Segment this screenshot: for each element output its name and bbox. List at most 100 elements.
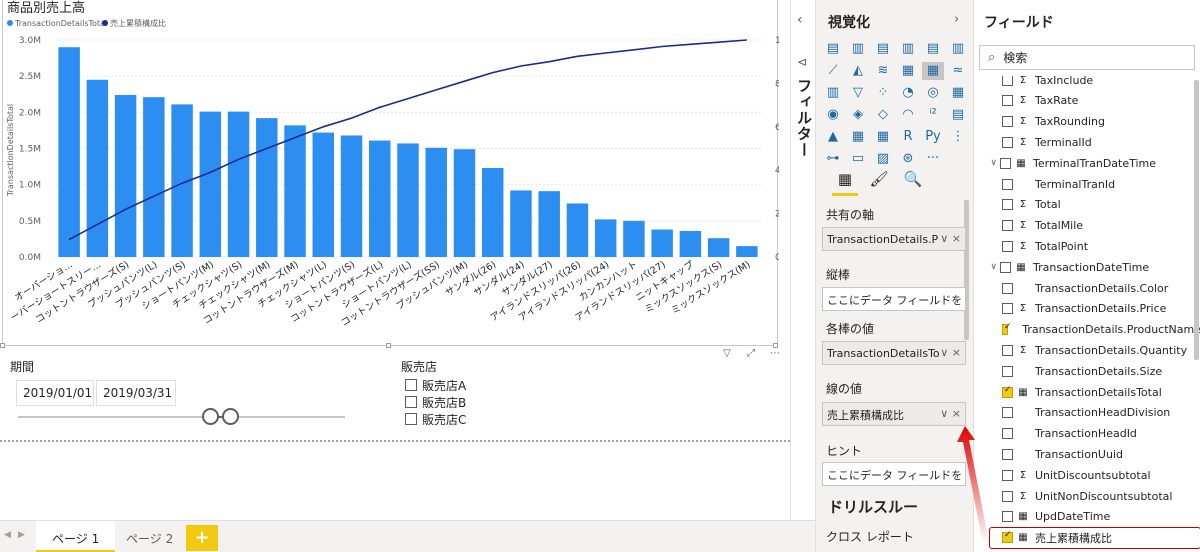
expand-chevron-icon[interactable]: ∨ bbox=[990, 262, 997, 273]
field-checkbox[interactable] bbox=[1000, 261, 1011, 273]
field-checkbox[interactable] bbox=[1002, 448, 1013, 460]
date-slider-track[interactable] bbox=[18, 416, 345, 418]
field-row[interactable]: Σ TotalPoint bbox=[974, 236, 1200, 256]
store-option[interactable]: 販売店A bbox=[405, 377, 466, 393]
next-page-arrow-icon[interactable]: ▶ bbox=[18, 530, 25, 540]
field-row[interactable]: TransactionHeadDivision bbox=[974, 403, 1200, 423]
gauge-icon[interactable]: ◠ bbox=[902, 107, 914, 122]
expand-chevron-icon[interactable]: ∨ bbox=[990, 158, 997, 169]
field-checkbox[interactable] bbox=[1002, 469, 1013, 481]
field-row[interactable]: ∨ ▦ TransactionDateTime bbox=[974, 257, 1200, 277]
field-row[interactable]: TransactionDetails.ProductName bbox=[974, 320, 1200, 340]
line-column-icon[interactable]: ▦ bbox=[901, 63, 915, 78]
area-icon[interactable]: ◭ bbox=[853, 63, 863, 78]
100-column-icon[interactable]: ▥ bbox=[951, 41, 965, 56]
field-checkbox[interactable] bbox=[1002, 530, 1013, 544]
scatter-icon[interactable]: ⁘ bbox=[877, 85, 889, 100]
field-checkbox[interactable] bbox=[1002, 282, 1013, 294]
pie-icon[interactable]: ◔ bbox=[902, 85, 914, 100]
well-shared-axis[interactable]: TransactionDetails.ProductName ∨ × bbox=[822, 227, 966, 251]
tab-page-1[interactable]: ページ 1 bbox=[36, 521, 116, 552]
stacked-bar-icon[interactable]: ▤ bbox=[826, 41, 840, 56]
resize-handle[interactable] bbox=[773, 343, 778, 348]
100-bar-icon[interactable]: ▤ bbox=[926, 41, 940, 56]
field-checkbox[interactable] bbox=[1002, 428, 1013, 440]
field-row[interactable]: Σ TotalMile bbox=[974, 216, 1200, 236]
close-icon[interactable]: × bbox=[951, 407, 961, 420]
well-line-values[interactable]: 売上累積構成比 ∨ × bbox=[822, 402, 966, 426]
qa-icon[interactable]: ▭ bbox=[851, 151, 865, 166]
field-checkbox[interactable] bbox=[1002, 303, 1013, 315]
close-icon[interactable]: × bbox=[951, 232, 961, 245]
close-icon[interactable]: × bbox=[951, 346, 961, 359]
field-row[interactable]: Σ Total bbox=[974, 195, 1200, 215]
store-option[interactable]: 販売店B bbox=[405, 394, 466, 410]
multirow-card-icon[interactable]: ▤ bbox=[951, 107, 965, 122]
field-row[interactable]: Σ UnitNonDiscountsubtotal bbox=[974, 486, 1200, 506]
field-row[interactable]: TransactionHeadId bbox=[974, 424, 1200, 444]
field-row[interactable]: Σ TaxRounding bbox=[974, 112, 1200, 132]
card-icon[interactable]: ⁱ² bbox=[929, 107, 937, 122]
field-row[interactable]: ∨ ▦ TerminalTranDateTime bbox=[974, 153, 1200, 173]
end-date-input[interactable]: 2019/03/31 bbox=[96, 380, 176, 406]
decomposition-tree-icon[interactable]: ⊶ bbox=[826, 151, 840, 166]
smart-narrative-icon[interactable]: ▨ bbox=[876, 151, 890, 166]
field-checkbox[interactable] bbox=[1002, 199, 1013, 211]
field-checkbox[interactable] bbox=[1002, 76, 1013, 86]
fields-search-input[interactable]: ⌕ 検索 bbox=[979, 45, 1195, 70]
add-page-button[interactable]: + bbox=[186, 525, 218, 551]
field-row[interactable]: TransactionUuid bbox=[974, 444, 1200, 464]
resize-handle[interactable] bbox=[386, 343, 391, 348]
well-controls[interactable]: ∨ × bbox=[940, 407, 961, 420]
more-icon[interactable]: ··· bbox=[926, 151, 940, 166]
prev-page-arrow-icon[interactable]: ◀ bbox=[4, 530, 11, 540]
field-row[interactable]: Σ TransactionDetails.Price bbox=[974, 299, 1200, 319]
field-row[interactable]: Σ TransactionDetails.Quantity bbox=[974, 340, 1200, 360]
field-checkbox[interactable] bbox=[1002, 220, 1013, 232]
donut-icon[interactable]: ◎ bbox=[927, 85, 939, 100]
tab-page-2[interactable]: ページ 2 bbox=[126, 532, 174, 546]
checkbox[interactable] bbox=[405, 396, 417, 408]
chevron-left-icon[interactable]: ‹ bbox=[797, 12, 803, 28]
start-slider-knob[interactable] bbox=[202, 408, 219, 425]
checkbox[interactable] bbox=[405, 413, 417, 425]
field-row[interactable]: TerminalTranId bbox=[974, 174, 1200, 194]
filter-pane-label[interactable]: フィルター bbox=[795, 78, 813, 158]
end-slider-knob[interactable] bbox=[222, 408, 239, 425]
field-row[interactable]: Σ TerminalId bbox=[974, 132, 1200, 152]
store-option[interactable]: 販売店C bbox=[405, 411, 466, 427]
line-icon[interactable]: ⟋ bbox=[828, 63, 838, 78]
line-clustered-column-icon[interactable]: ▦ bbox=[922, 62, 944, 80]
field-checkbox[interactable] bbox=[1002, 136, 1013, 148]
table-icon[interactable]: ▦ bbox=[851, 129, 865, 144]
format-tab-icon[interactable]: 🖌 bbox=[869, 170, 889, 188]
field-checkbox[interactable] bbox=[1002, 116, 1013, 128]
field-checkbox[interactable] bbox=[1002, 322, 1012, 336]
field-checkbox[interactable] bbox=[1002, 511, 1013, 523]
field-checkbox[interactable] bbox=[1002, 490, 1013, 502]
field-checkbox[interactable] bbox=[1000, 157, 1011, 169]
field-row[interactable]: ▦ TransactionDetailsTotal bbox=[974, 382, 1200, 402]
shape-map-icon[interactable]: ◇ bbox=[878, 107, 888, 122]
filter-icon[interactable]: ▽ bbox=[723, 348, 731, 359]
scrollbar[interactable] bbox=[1194, 80, 1199, 360]
kpi-icon[interactable]: ▲ bbox=[828, 129, 838, 144]
well-column-values[interactable]: TransactionDetailsTotal ∨ × bbox=[822, 341, 966, 365]
python-visual-icon[interactable]: Py bbox=[925, 129, 941, 144]
fields-tab-icon[interactable]: ▦ bbox=[832, 170, 858, 196]
r-visual-icon[interactable]: R bbox=[903, 129, 913, 144]
start-date-input[interactable]: 2019/01/01 bbox=[16, 380, 94, 406]
field-row[interactable]: ▦ 売上累積構成比 bbox=[974, 528, 1200, 548]
chevron-down-icon[interactable]: ∨ bbox=[940, 346, 949, 359]
well-controls[interactable]: ∨ × bbox=[940, 232, 961, 245]
ribbon-icon[interactable]: ≈ bbox=[952, 63, 964, 78]
well-column-series[interactable]: ここにデータ フィールドを追加します bbox=[822, 287, 966, 311]
map-icon[interactable]: ◉ bbox=[827, 107, 839, 122]
scrollbar[interactable] bbox=[964, 200, 969, 340]
field-checkbox[interactable] bbox=[1002, 178, 1013, 190]
key-influencers-icon[interactable]: ⋮ bbox=[951, 129, 965, 144]
funnel-icon[interactable]: ▽ bbox=[853, 85, 863, 100]
field-checkbox[interactable] bbox=[1002, 344, 1013, 356]
filled-map-icon[interactable]: ◈ bbox=[853, 107, 863, 122]
chevron-down-icon[interactable]: ∨ bbox=[940, 407, 949, 420]
